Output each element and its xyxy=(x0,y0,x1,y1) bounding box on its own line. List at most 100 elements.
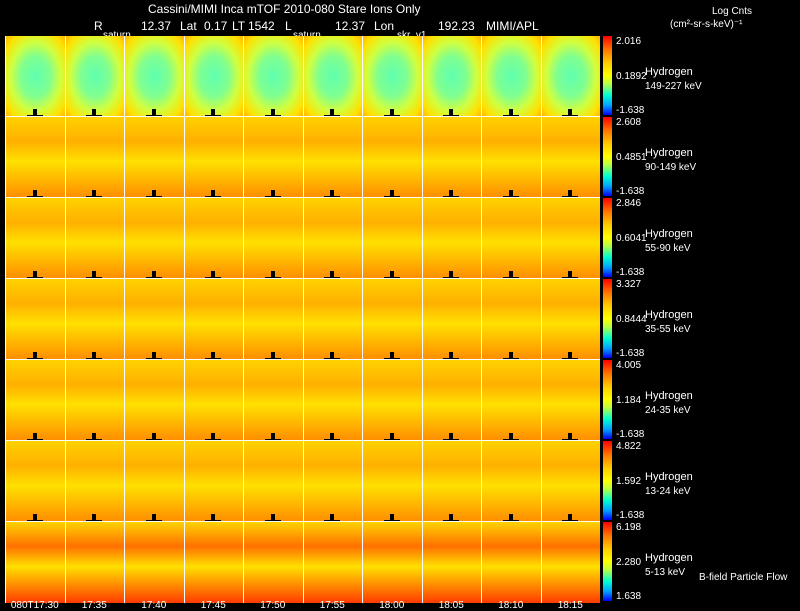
heatmap-cell xyxy=(124,36,184,117)
heatmap-cell xyxy=(5,522,65,603)
colorbar-max-value: 3.327 xyxy=(616,279,642,290)
heatmap-cell xyxy=(421,279,481,360)
lon-label: Lon xyxy=(374,19,395,33)
colorbar-max-value: 4.822 xyxy=(616,441,642,452)
heatmap-cell xyxy=(5,198,65,279)
heatmap-cell xyxy=(64,279,124,360)
heatmap-cell xyxy=(124,117,184,198)
heatmap-panel xyxy=(5,198,600,279)
colorbar xyxy=(603,36,612,115)
heatmap-cell xyxy=(481,522,541,603)
r-subscript: saturn xyxy=(103,30,131,41)
lon-subscript: skr_v1 xyxy=(397,30,426,41)
heatmap-cell xyxy=(302,522,362,603)
lt-value: 1542 xyxy=(248,19,275,33)
heatmap-cell xyxy=(302,360,362,441)
heatmap-cell xyxy=(124,441,184,522)
heatmap-cell xyxy=(124,360,184,441)
heatmap-cell xyxy=(421,36,481,117)
heatmap-cell xyxy=(362,360,422,441)
panel-species-label: Hydrogen xyxy=(645,147,693,159)
heatmap-cell xyxy=(183,522,243,603)
panel-species-label: Hydrogen xyxy=(645,471,693,483)
panel-divider xyxy=(5,359,600,360)
panel-energy-label: 5-13 keV xyxy=(645,567,686,578)
colorbar xyxy=(603,441,612,520)
heatmap-panel xyxy=(5,279,600,360)
heatmap-cell xyxy=(183,117,243,198)
heatmap-cell xyxy=(64,522,124,603)
panel-energy-label: 35-55 keV xyxy=(645,324,691,335)
heatmap-cell xyxy=(362,36,422,117)
heatmap-cell xyxy=(302,441,362,522)
heatmap-cell xyxy=(481,279,541,360)
heatmap-cell xyxy=(481,36,541,117)
heatmap-panel xyxy=(5,441,600,522)
heatmap-panel xyxy=(5,117,600,198)
heatmap-cell xyxy=(124,198,184,279)
heatmap-cell xyxy=(5,360,65,441)
heatmap-cell xyxy=(183,441,243,522)
colorbar xyxy=(603,360,612,439)
colorbar-min-value: -1.638 xyxy=(616,429,645,440)
heatmap-cell xyxy=(64,441,124,522)
heatmap-cell xyxy=(5,36,65,117)
colorbar-min-value: 1.638 xyxy=(616,591,642,602)
colorbar-min-value: -1.638 xyxy=(616,105,645,116)
colorbar-mid-value: 0.8444 xyxy=(616,313,647,325)
heatmap-cell xyxy=(243,279,303,360)
panel-divider xyxy=(5,521,600,522)
heatmap-cell xyxy=(5,441,65,522)
heatmap-panel xyxy=(5,360,600,441)
heatmap-cell xyxy=(302,279,362,360)
panel-energy-label: 90-149 keV xyxy=(645,162,697,173)
colorbar-min-value: -1.638 xyxy=(616,348,645,359)
panel-divider xyxy=(5,116,600,117)
panel-divider xyxy=(5,440,600,441)
heatmap-cell xyxy=(183,36,243,117)
heatmap-cell xyxy=(421,441,481,522)
heatmap-cell xyxy=(64,198,124,279)
time-tick-label: 17:35 xyxy=(81,600,107,611)
lon-value: 192.23 xyxy=(438,19,475,33)
units-label: (cm²-sr-s-keV)⁻¹ xyxy=(670,19,743,30)
colorbar-max-value: 4.005 xyxy=(616,360,642,371)
heatmap-cell xyxy=(302,117,362,198)
heatmap-cell xyxy=(540,117,600,198)
heatmap-cell xyxy=(540,279,600,360)
heatmap-panel xyxy=(5,522,600,603)
colorbar-mid-value: 1.184 xyxy=(616,394,642,406)
heatmap-cell xyxy=(5,279,65,360)
colorbar-min-value: -1.638 xyxy=(616,186,645,197)
heatmap-cell xyxy=(183,198,243,279)
heatmap-cell xyxy=(421,522,481,603)
r-value: 12.37 xyxy=(141,19,172,33)
panel-energy-label: 149-227 keV xyxy=(645,81,702,92)
heatmap-cell xyxy=(481,198,541,279)
heatmap-cell xyxy=(64,117,124,198)
heatmap-cell xyxy=(540,522,600,603)
colorbar-mid-value: 0.4851 xyxy=(616,151,647,163)
colorbar xyxy=(603,279,612,358)
time-tick-label: 18:05 xyxy=(438,600,464,611)
heatmap-cell xyxy=(64,36,124,117)
heatmap-cell xyxy=(362,117,422,198)
heatmap-cell xyxy=(481,117,541,198)
panel-species-label: Hydrogen xyxy=(645,228,693,240)
heatmap-cell xyxy=(540,441,600,522)
panel-energy-label: 55-90 keV xyxy=(645,243,691,254)
heatmap-cell xyxy=(243,117,303,198)
colorbar-max-value: 2.016 xyxy=(616,36,642,47)
heatmap-cell xyxy=(421,117,481,198)
panel-species-label: Hydrogen xyxy=(645,390,693,402)
l-subscript: saturn xyxy=(293,30,321,41)
title-line: Cassini/MIMI Inca mTOF 2010-080 Stare Io… xyxy=(148,2,421,16)
heatmap-cell xyxy=(243,198,303,279)
heatmap-cell xyxy=(243,441,303,522)
colorbar-min-value: -1.638 xyxy=(616,267,645,278)
time-tick-label: 17:55 xyxy=(319,600,345,611)
lat-label: Lat xyxy=(180,19,197,33)
colorbar-mid-value: 0.6041 xyxy=(616,232,647,244)
time-tick-label: 17:40 xyxy=(141,600,167,611)
panel-species-label: Hydrogen xyxy=(645,66,693,78)
